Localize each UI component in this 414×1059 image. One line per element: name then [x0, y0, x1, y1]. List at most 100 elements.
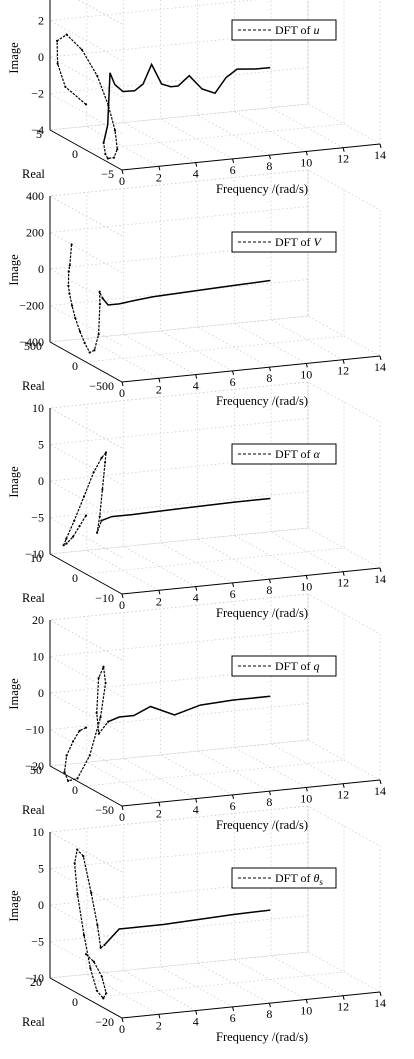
legend-box	[231, 867, 337, 889]
x-tick-label: 0	[119, 174, 125, 188]
grid-line-x	[86, 828, 160, 1015]
x-tick-mark	[195, 374, 198, 379]
x-tick-label: 12	[337, 788, 349, 802]
y-axis-label: Real	[22, 167, 45, 181]
x-tick-label: 10	[300, 367, 312, 381]
data-point	[95, 531, 99, 534]
y-tick-label: 500	[24, 339, 42, 353]
grid-line-y	[121, 422, 381, 595]
x-axis-label: Frequency /(rad/s)	[216, 182, 308, 196]
series-line-solid	[107, 695, 271, 723]
data-point	[55, 39, 59, 42]
data-point	[88, 754, 91, 757]
grid-line-z	[48, 915, 309, 982]
grid-line-z	[48, 454, 309, 522]
grid-line-y	[85, 614, 345, 787]
x-tick-label: 14	[374, 572, 386, 586]
legend-box	[231, 655, 337, 677]
data-point	[100, 519, 103, 522]
x-tick-label: 2	[156, 1018, 162, 1032]
z-tick-label: 10	[32, 825, 44, 839]
z-tick-label: −400	[19, 335, 44, 349]
legend: DFT of θs	[231, 867, 337, 889]
data-point	[97, 333, 100, 336]
y-tick-label: −5	[101, 167, 114, 181]
grid-line-x	[49, 0, 123, 171]
legend-label: DFT of V	[275, 235, 322, 249]
z-tick-label: −200	[19, 299, 44, 313]
data-point	[112, 156, 116, 159]
data-point	[102, 141, 105, 144]
x-tick-label: 14	[374, 784, 386, 798]
grid-frame	[48, 381, 381, 449]
x-tick-mark	[268, 155, 271, 160]
data-point	[70, 304, 74, 307]
series-line-solid	[102, 279, 271, 306]
z-tick-label: 5	[38, 862, 44, 876]
x-tick-mark	[121, 805, 124, 811]
grid-line-x	[233, 389, 307, 576]
y-tick-label: 0	[72, 147, 78, 161]
x-tick-label: 8	[266, 1007, 272, 1021]
grid-line-y	[121, 0, 381, 171]
x-tick-mark	[195, 162, 198, 167]
z-tick-label: 400	[26, 189, 44, 203]
series-line-solid	[102, 62, 271, 143]
x-tick-label: 6	[230, 799, 236, 813]
data-point	[80, 48, 84, 51]
x-tick-label: 6	[230, 163, 236, 177]
data-point	[71, 740, 75, 743]
x-tick-mark	[121, 381, 124, 387]
data-point	[56, 62, 59, 65]
x-axis-label: Frequency /(rad/s)	[216, 394, 308, 408]
data-point	[103, 943, 106, 947]
legend-label: DFT of q	[275, 659, 319, 673]
grid-line-x	[160, 184, 233, 372]
data-point	[100, 975, 103, 978]
legend-label: DFT of u	[275, 23, 319, 37]
legend-label: DFT of α	[275, 447, 320, 461]
data-point	[88, 351, 91, 354]
x-tick-label: 2	[156, 806, 162, 820]
x-tick-mark	[232, 794, 235, 799]
x-tick-mark	[268, 579, 271, 584]
x-tick-label: 4	[193, 1015, 199, 1029]
data-point	[76, 893, 79, 896]
legend-label: DFT of θs	[275, 871, 323, 887]
data-point	[101, 488, 104, 491]
x-tick-mark	[268, 1003, 271, 1008]
series-line-dashed	[73, 848, 107, 1000]
grid-line-z	[48, 279, 309, 346]
y-tick-label: 0	[72, 571, 78, 585]
x-tick-mark	[305, 575, 308, 580]
z-tick-label: 10	[32, 650, 44, 664]
x-tick-mark	[158, 166, 161, 171]
y-tick-label: 50	[30, 763, 42, 777]
y-tick-label: −500	[89, 379, 114, 393]
series-line-solid	[101, 497, 271, 522]
grid-line-x	[233, 813, 307, 1000]
x-tick-mark	[158, 802, 161, 807]
x-tick-mark	[232, 370, 235, 375]
data-point	[76, 777, 79, 780]
data-point	[67, 270, 70, 273]
x-tick-mark	[305, 151, 308, 156]
grid-line-y	[121, 846, 381, 1019]
grid-line-z	[48, 805, 309, 873]
data-point	[63, 771, 66, 774]
z-tick-label: −10	[25, 547, 44, 561]
x-tick-mark	[342, 783, 345, 788]
x-tick-label: 10	[300, 1003, 312, 1017]
legend: DFT of u	[231, 19, 337, 41]
x-tick-label: 8	[266, 583, 272, 597]
z-tick-label: −4	[31, 123, 44, 137]
y-tick-label: −20	[95, 1015, 114, 1029]
grid-line-x	[86, 192, 160, 379]
x-axis-line	[121, 779, 381, 807]
x-tick-mark	[342, 359, 345, 364]
data-point	[104, 451, 108, 454]
z-tick-label: 5	[38, 438, 44, 452]
legend-box	[231, 19, 337, 41]
z-tick-label: 0	[38, 686, 44, 700]
